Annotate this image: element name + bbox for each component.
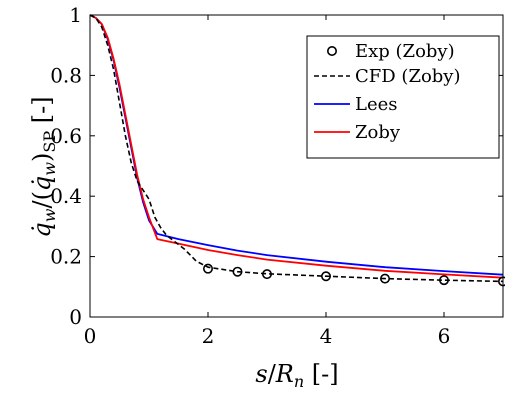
- y-tick-label: 0: [69, 305, 82, 329]
- exp-marker: [438, 275, 449, 286]
- legend-label: Exp (Zoby): [355, 41, 455, 62]
- legend-label: CFD (Zoby): [355, 66, 461, 87]
- legend: Exp (Zoby) CFD (Zoby) Lees Zoby: [306, 35, 500, 159]
- axes: 0 2 4 6 0 0.2 0.4 0.6 0.8 1: [50, 3, 504, 348]
- y-tick-label: 0.6: [50, 124, 82, 148]
- series-line-zoby: [89, 14, 504, 279]
- x-tick-label: 2: [202, 324, 215, 348]
- exp-marker: [232, 266, 243, 277]
- x-axis-label: s/Rn [-]: [255, 360, 338, 391]
- exp-marker: [379, 273, 390, 284]
- exp-marker: [320, 271, 331, 282]
- plot-frame: [89, 14, 504, 318]
- x-tick-label: 6: [438, 324, 451, 348]
- legend-box: [306, 35, 500, 159]
- legend-label: Lees: [355, 94, 398, 115]
- y-tick-label: 1: [69, 3, 82, 27]
- x-tick-label: 0: [84, 324, 97, 348]
- x-tick-label: 4: [320, 324, 333, 348]
- exp-marker: [203, 263, 214, 274]
- plot-area: [89, 14, 505, 287]
- y-tick-label: 0.2: [50, 245, 82, 269]
- legend-label: Zoby: [355, 122, 401, 143]
- exp-marker: [261, 269, 272, 280]
- y-tick-label: 0.8: [50, 63, 82, 87]
- legend-marker: [326, 45, 337, 56]
- y-axis-label: q̇w/(q̇w)SP [-]: [28, 96, 59, 237]
- y-tick-label: 0.4: [50, 184, 82, 208]
